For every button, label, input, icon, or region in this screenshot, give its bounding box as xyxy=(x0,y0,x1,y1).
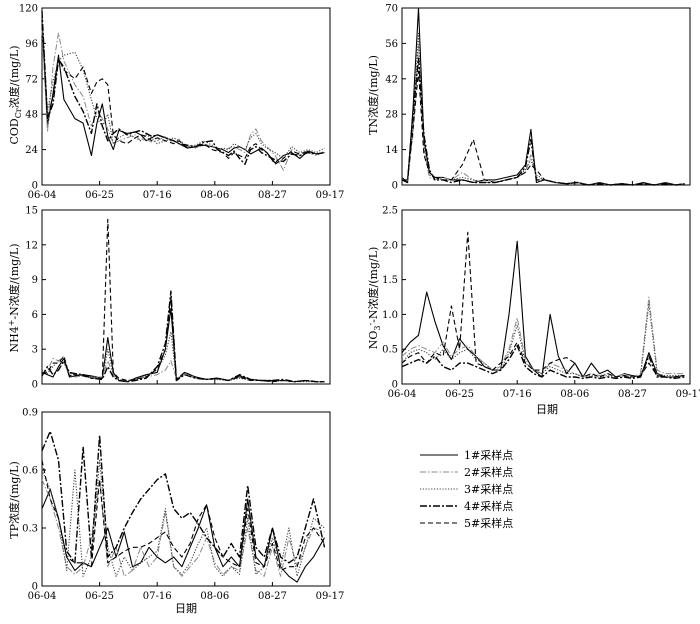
panel-cod: 0 24 48 72 96 120 06-04 06-25 07-16 08-06 08-27 09-… xyxy=(19,4,345,202)
ytick-label: 0.5 xyxy=(382,345,398,356)
ylabel-tp: TP浓度/(mg/L) xyxy=(7,461,21,539)
series-line-cod-5 xyxy=(41,16,325,165)
series-line-no3-2 xyxy=(401,296,685,378)
xlabel-no3: 日期 xyxy=(536,403,558,416)
xtick-label: 07-16 xyxy=(143,190,172,201)
series-line-tn-4 xyxy=(401,57,685,186)
ytick-label: 0 xyxy=(32,380,38,391)
series-line-no3-4 xyxy=(401,345,685,380)
xtick-label: 08-06 xyxy=(560,389,589,400)
ytick-label: 24 xyxy=(25,145,38,156)
series-line-tn-1 xyxy=(401,7,685,186)
series-line-no3-1 xyxy=(401,240,685,378)
ytick-label: 0.6 xyxy=(22,466,38,477)
xtick-label: 09-17 xyxy=(676,389,700,400)
plot-frame-cod xyxy=(41,7,331,186)
ytick-label: 6 xyxy=(32,310,38,321)
ytick-label: 0 xyxy=(32,181,38,192)
ytick-label: 42 xyxy=(385,74,398,85)
legend-label: 4#采样点 xyxy=(464,499,513,513)
ytick-label: 3 xyxy=(32,345,38,356)
xtick-label: 09-17 xyxy=(316,591,345,602)
ytick-label: 0 xyxy=(32,582,38,593)
series-line-tp-3 xyxy=(41,459,325,577)
xtick-label: 06-25 xyxy=(85,591,114,602)
plot-frame-nh4 xyxy=(41,209,331,385)
xtick-label: 08-27 xyxy=(258,190,287,201)
series-line-cod-4 xyxy=(41,10,325,166)
ytick-label: 0 xyxy=(392,380,398,391)
xtick-label: 06-25 xyxy=(445,389,474,400)
plot-frame-tn xyxy=(401,7,691,186)
series-line-nh4-2 xyxy=(41,355,325,383)
ytick-label: 48 xyxy=(25,110,38,121)
xtick-label: 07-16 xyxy=(143,591,172,602)
panel-tp: 0 0.3 0.6 0.9 06-04 06-25 07-16 08-06 08-27 09-17 xyxy=(22,408,344,603)
xtick-label: 07-16 xyxy=(503,389,532,400)
panel-no3: 0 0.5 1.0 1.5 2.0 2.5 06-04 06-25 07-16 08-06 08-2… xyxy=(382,206,700,401)
xtick-label: 06-04 xyxy=(28,591,57,602)
ytick-label: 15 xyxy=(25,206,38,217)
ytick-label: 12 xyxy=(25,240,38,251)
ylabel-cod: CODCr浓度/(mg/L) xyxy=(7,46,23,145)
series-line-cod-1 xyxy=(41,19,325,164)
ytick-label: 1.0 xyxy=(382,310,398,321)
xlabel-tp: 日期 xyxy=(175,602,197,615)
ytick-label: 2.0 xyxy=(382,240,398,251)
ytick-label: 72 xyxy=(25,74,38,85)
plot-frame-tp xyxy=(41,411,331,587)
series-line-cod-3 xyxy=(41,22,325,159)
xtick-label: 06-04 xyxy=(28,190,57,201)
plot-frame-no3 xyxy=(401,209,691,385)
series-line-tp-2 xyxy=(41,479,325,577)
series-line-tn-5 xyxy=(402,70,685,186)
legend-label: 1#采样点 xyxy=(464,448,513,462)
xtick-label: 06-04 xyxy=(388,389,417,400)
legend-label: 2#采样点 xyxy=(464,465,513,479)
ytick-label: 56 xyxy=(385,39,398,50)
series-line-tp-4 xyxy=(41,430,326,564)
series-line-tn-3 xyxy=(401,32,685,186)
series-line-tn-2 xyxy=(402,45,685,186)
ytick-label: 96 xyxy=(25,39,38,50)
legend-label: 5#采样点 xyxy=(464,516,513,530)
ytick-label: 70 xyxy=(385,4,398,15)
ylabel-no3: NO3--N浓度/(mg/L) xyxy=(366,247,382,350)
xtick-label: 08-27 xyxy=(618,389,647,400)
xtick-label: 06-25 xyxy=(85,190,114,201)
ytick-label: 120 xyxy=(19,4,38,15)
ytick-label: 1.5 xyxy=(382,275,398,286)
series-line-cod-2 xyxy=(41,30,325,171)
legend-label: 3#采样点 xyxy=(464,482,513,496)
ytick-label: 2.5 xyxy=(382,206,398,217)
legend: 1#采样点 2#采样点 3#采样点 4#采样点 5#采样点 xyxy=(420,448,513,530)
xtick-label: 08-06 xyxy=(200,190,229,201)
ytick-label: 0 xyxy=(392,181,398,192)
panel-tn: 0 14 28 42 56 70 xyxy=(385,4,691,192)
ytick-label: 0.9 xyxy=(22,408,38,419)
series-line-nh4-4 xyxy=(41,290,325,383)
ylabel-tn: TN浓度/(mg/L) xyxy=(366,55,380,135)
series-line-nh4-5 xyxy=(41,218,325,383)
panel-nh4: 0 3 6 9 12 15 xyxy=(25,206,331,391)
series-line-no3-5 xyxy=(401,231,685,378)
ytick-label: 14 xyxy=(385,145,398,156)
ylabel-nh4: NH4+-N浓度/(mg/L) xyxy=(7,243,21,352)
ytick-label: 9 xyxy=(32,275,38,286)
ytick-label: 0.3 xyxy=(22,524,38,535)
xtick-label: 08-27 xyxy=(258,591,287,602)
series-line-tp-5 xyxy=(41,460,325,572)
xtick-label: 08-06 xyxy=(200,591,229,602)
ytick-label: 28 xyxy=(385,110,398,121)
xtick-label: 09-17 xyxy=(316,190,345,201)
series-line-nh4-1 xyxy=(41,308,325,383)
